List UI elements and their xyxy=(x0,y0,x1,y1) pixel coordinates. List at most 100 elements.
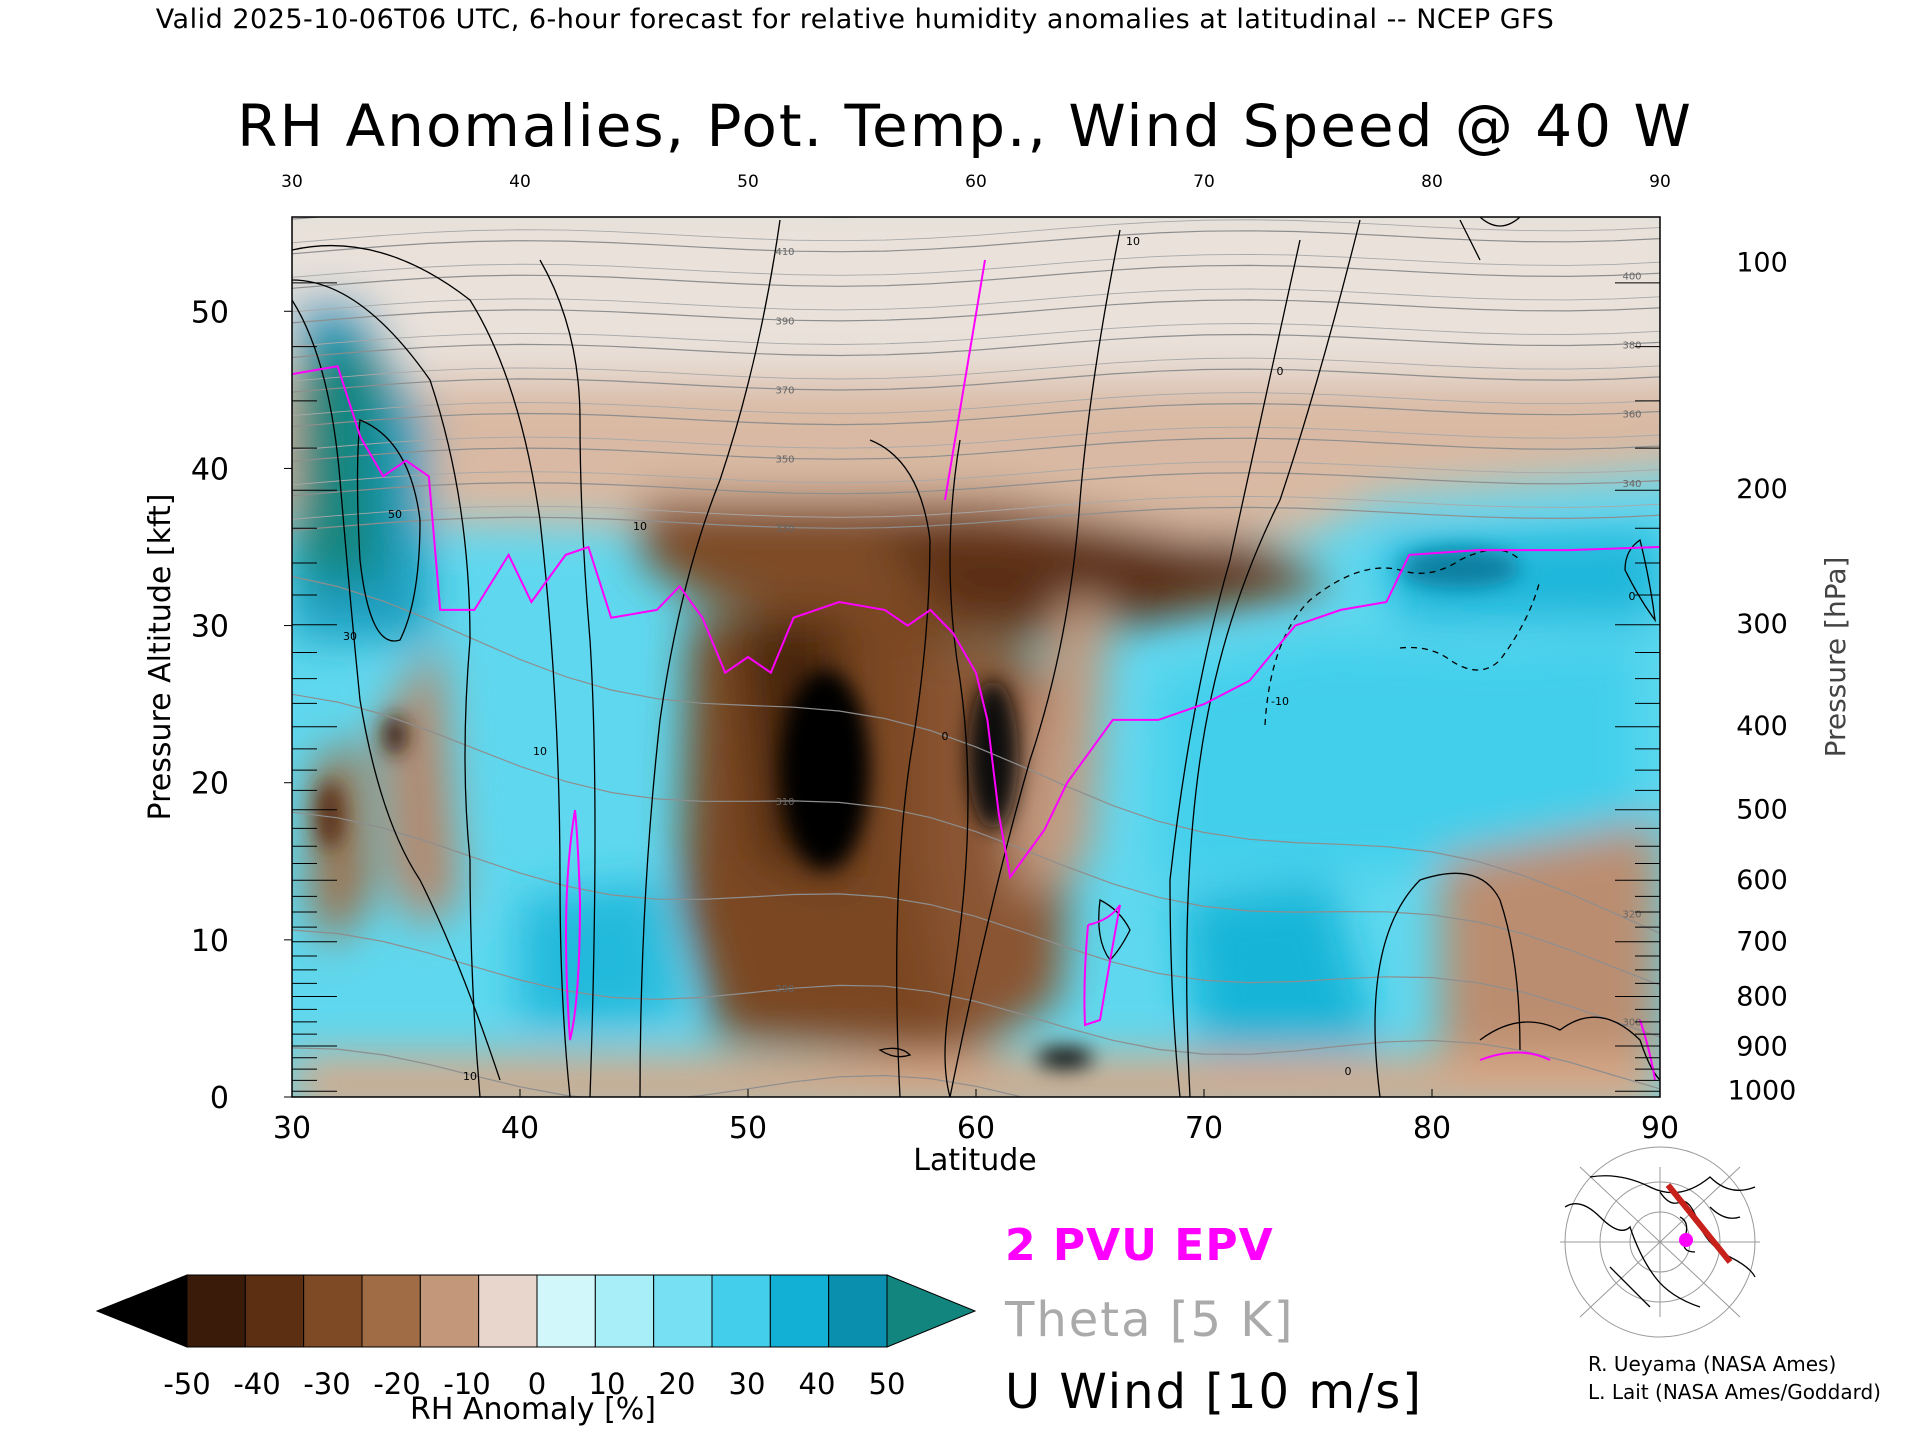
wind-contour-label: 0 xyxy=(1345,1065,1352,1078)
theta-contour-label: 410 xyxy=(775,247,794,258)
colorbar-box xyxy=(653,1274,713,1348)
wind-contour-label: 10 xyxy=(633,520,647,533)
x-tick-label: 90 xyxy=(1641,1111,1679,1146)
theta-contour-minor xyxy=(292,392,1660,417)
wind-contour xyxy=(639,219,781,1097)
wind-contour xyxy=(1459,217,1521,261)
theta-contour-minor xyxy=(292,461,1660,486)
pressure-tick-label: 400 xyxy=(1736,711,1788,742)
theta-contour-minor xyxy=(292,323,1660,347)
wind-contour xyxy=(292,299,501,1081)
x-top-tick-label: 90 xyxy=(1649,172,1671,192)
colorbar-tick-label: -30 xyxy=(303,1367,350,1401)
wind-contour xyxy=(878,1047,912,1058)
wind-contour xyxy=(292,279,481,1097)
y-tick-label: 0 xyxy=(210,1081,229,1116)
theta-contour-minor xyxy=(292,426,1660,451)
colorbar-box xyxy=(303,1274,363,1348)
epv-contour xyxy=(565,809,582,1041)
wind-contour xyxy=(356,419,421,642)
pressure-tick-label: 600 xyxy=(1736,865,1788,896)
theta-contour xyxy=(292,929,1660,1090)
x-axis-label: Latitude xyxy=(913,1143,1036,1178)
theta-contour-label: 290 xyxy=(775,984,794,995)
theta-contour-label: 330 xyxy=(775,524,794,535)
theta-contour-label: 300 xyxy=(1622,1017,1641,1028)
wind-contour xyxy=(869,439,931,1097)
colorbar-box xyxy=(419,1274,480,1348)
y-axis-right-label: Pressure [hPa] xyxy=(1819,557,1852,758)
epv-contour xyxy=(944,259,986,501)
legend-epv: 2 PVU EPV xyxy=(1005,1220,1274,1271)
pressure-tick-label: 500 xyxy=(1736,794,1788,825)
theta-contour xyxy=(292,575,1660,934)
y-tick-label: 30 xyxy=(191,610,229,645)
theta-contour-label: 420 xyxy=(1622,202,1641,213)
x-top-tick-label: 40 xyxy=(509,172,531,192)
colorbar-tick-label: -20 xyxy=(373,1367,420,1401)
theta-contour-minor xyxy=(292,357,1660,382)
x-axis-top: 30 40 50 60 70 80 90 xyxy=(281,172,1671,192)
epv-contour xyxy=(1083,904,1121,1027)
colorbar-box xyxy=(536,1274,596,1348)
wind-contour-label: -10 xyxy=(1271,695,1289,708)
epv-2pvu-line xyxy=(292,259,1660,1081)
theta-contour-label: 390 xyxy=(775,316,794,327)
theta-contour xyxy=(292,264,1660,289)
theta-contour xyxy=(292,811,1660,1038)
theta-contour-minor xyxy=(292,253,1660,278)
x-top-tick-label: 70 xyxy=(1193,172,1215,192)
epv-contour xyxy=(292,365,1660,880)
x-tick-label: 30 xyxy=(273,1111,311,1146)
pressure-tick-label: 700 xyxy=(1736,926,1788,957)
y-tick-label: 50 xyxy=(191,295,229,330)
wind-contour-label: 10 xyxy=(1126,235,1140,248)
section-marker xyxy=(1679,1233,1693,1247)
wind-contour xyxy=(1624,538,1656,623)
colorbar-extend-high xyxy=(886,1274,977,1348)
x-top-tick-label: 30 xyxy=(281,172,303,192)
colorbar-box xyxy=(594,1274,655,1348)
theta-contour xyxy=(292,333,1660,359)
y-axis-right: 100 200 300 400 500 600 700 800 900 1000 xyxy=(1728,248,1797,1107)
theta-contours: 2802903003103203303403503603703803904004… xyxy=(292,202,1660,1097)
x-tick-label: 60 xyxy=(957,1111,995,1146)
colorbar-box xyxy=(478,1274,538,1348)
legend-theta: Theta [5 K] xyxy=(1005,1292,1295,1348)
pressure-tick-label: 100 xyxy=(1736,248,1788,279)
wind-contours: 10 30 50 10 0 10 0 0 -10 10 0 xyxy=(292,217,1660,1097)
pressure-tick-label: 200 xyxy=(1736,474,1788,505)
wind-contour xyxy=(539,259,596,1097)
colorbar-box xyxy=(769,1274,830,1348)
pressure-tick-label: 800 xyxy=(1736,981,1788,1012)
y-tick-label: 40 xyxy=(191,452,229,487)
theta-contour xyxy=(292,368,1660,393)
section-line xyxy=(1665,1183,1733,1264)
colorbar-box xyxy=(711,1274,771,1348)
x-top-tick-label: 50 xyxy=(737,172,759,192)
wind-contour xyxy=(1098,899,1131,961)
y-axis-left-label: Pressure Altitude [kft] xyxy=(143,494,178,821)
pressure-tick-marks xyxy=(292,282,1660,1092)
pressure-tick-label: 300 xyxy=(1736,609,1788,640)
wind-contour-label: 0 xyxy=(1629,590,1636,603)
x-tick-label: 50 xyxy=(729,1111,767,1146)
theta-contour xyxy=(292,217,888,220)
wind-contour xyxy=(1374,872,1521,1097)
colorbar-label: RH Anomaly [%] xyxy=(410,1392,656,1427)
colorbar-box xyxy=(828,1274,888,1348)
theta-contour-label: 350 xyxy=(775,455,794,466)
colorbar-tick-label: 50 xyxy=(869,1367,906,1401)
wind-contour-label: 30 xyxy=(343,630,357,643)
colorbar-box xyxy=(361,1274,421,1348)
colorbar-tick-label: 20 xyxy=(659,1367,696,1401)
wind-contour-label: 0 xyxy=(1277,365,1284,378)
x-tick-label: 70 xyxy=(1185,1111,1223,1146)
theta-contour xyxy=(292,472,1660,497)
colorbar-box xyxy=(244,1274,305,1348)
colorbar-tick-label: -10 xyxy=(443,1367,490,1401)
theta-contour-label: 340 xyxy=(1622,479,1641,490)
rh-anomaly-field xyxy=(292,217,1660,1097)
valid-time-line: Valid 2025-10-06T06 UTC, 6-hour forecast… xyxy=(155,4,1555,35)
